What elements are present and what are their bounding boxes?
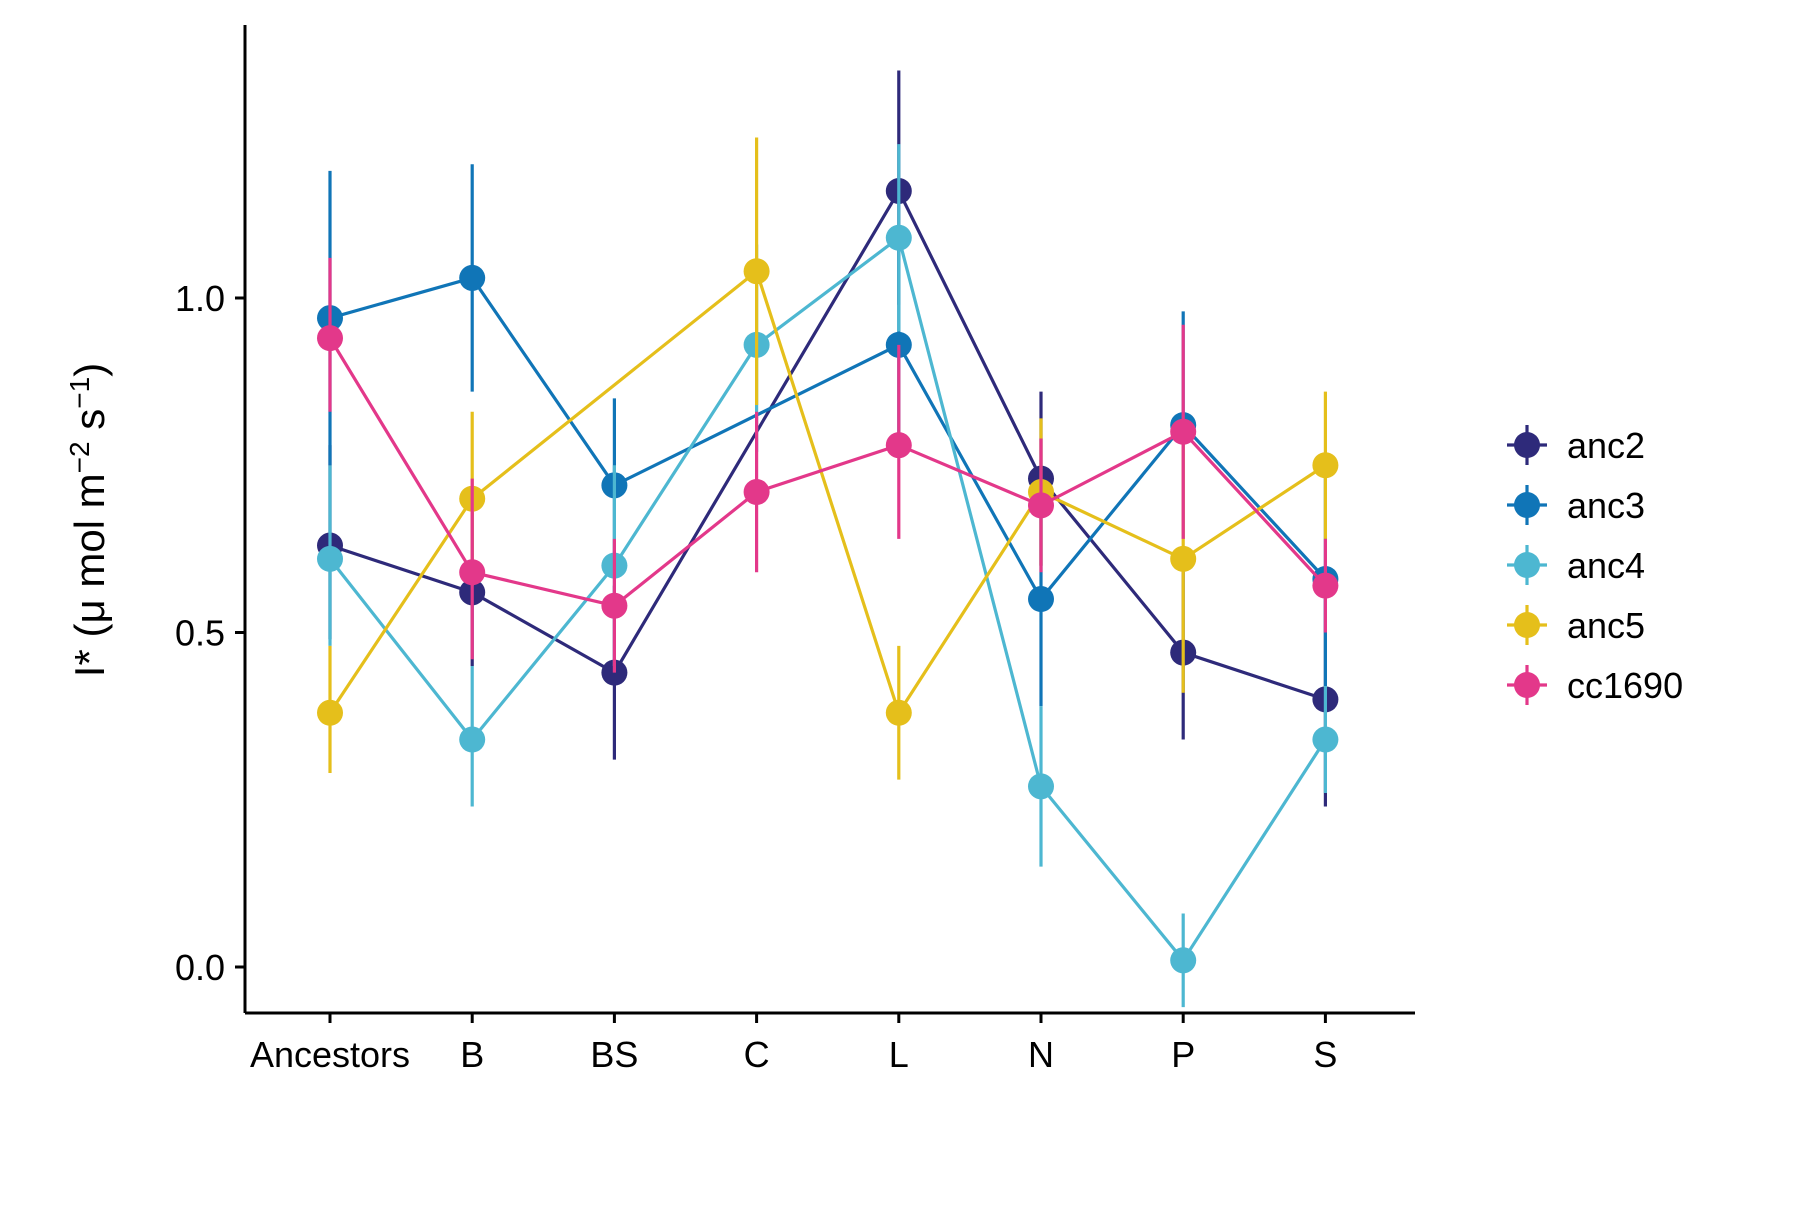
data-point-anc5-Ancestors — [317, 699, 343, 726]
legend-item-anc2: anc2 — [1507, 425, 1645, 466]
x-tick-label: B — [460, 1034, 484, 1075]
legend-marker — [1514, 672, 1540, 698]
legend-label: cc1690 — [1567, 665, 1683, 706]
series-cc1690 — [317, 257, 1339, 673]
data-point-cc1690-BS — [601, 592, 628, 619]
y-axis-title-superscript: −2 — [64, 441, 95, 473]
x-tick-label: S — [1313, 1034, 1337, 1075]
x-tick-label: P — [1171, 1034, 1195, 1075]
y-tick-label: 1.0 — [175, 278, 225, 319]
data-point-cc1690-Ancestors — [317, 325, 343, 352]
x-tick-label: BS — [590, 1034, 638, 1075]
axes-layer: 0.0 0.5 1.0 Ancestors B BS C L N P S — [175, 25, 1415, 1075]
y-axis-title-part: s — [66, 409, 113, 442]
legend-label: anc4 — [1567, 545, 1645, 586]
data-point-anc4-B — [459, 726, 486, 753]
y-axis-title-part: mol m — [66, 473, 113, 599]
series-line-cc1690 — [328, 337, 1327, 608]
data-point-cc1690-L — [885, 432, 912, 459]
data-point-anc5-C — [743, 258, 770, 285]
legend-marker — [1514, 612, 1540, 638]
legend-marker — [1514, 552, 1540, 578]
data-point-cc1690-S — [1312, 572, 1339, 599]
series-anc4 — [317, 144, 1339, 1008]
data-point-anc5-P — [1170, 545, 1197, 572]
series-layer — [317, 70, 1339, 1008]
data-point-anc4-P — [1170, 947, 1197, 974]
legend-label: anc5 — [1567, 605, 1645, 646]
y-axis-title-part: I* ( — [66, 624, 113, 678]
data-point-anc3-B — [459, 264, 486, 291]
data-point-cc1690-P — [1170, 418, 1197, 445]
legend-item-cc1690: cc1690 — [1507, 665, 1683, 706]
x-tick-label: N — [1028, 1034, 1054, 1075]
series-anc5 — [317, 137, 1339, 780]
data-point-cc1690-N — [1028, 492, 1054, 519]
legend-label: anc3 — [1567, 485, 1645, 526]
legend-item-anc3: anc3 — [1507, 485, 1645, 526]
y-axis-title: I* (μ mol m−2 s−1) — [64, 363, 114, 677]
data-point-cc1690-B — [459, 559, 486, 586]
data-point-anc4-L — [885, 224, 912, 251]
data-point-anc4-Ancestors — [317, 545, 343, 572]
series-line-anc4 — [328, 236, 1327, 962]
x-tick-label: C — [744, 1034, 770, 1075]
legend-item-anc4: anc4 — [1507, 545, 1645, 586]
data-point-anc4-S — [1312, 726, 1339, 753]
data-point-anc4-N — [1028, 773, 1054, 800]
y-tick-label: 0.0 — [175, 947, 225, 988]
legend-item-anc5: anc5 — [1507, 605, 1645, 646]
legend-label: anc2 — [1567, 425, 1645, 466]
y-tick-label: 0.5 — [175, 613, 225, 654]
y-axis-title-superscript: −1 — [64, 377, 95, 409]
legend-marker — [1514, 492, 1540, 518]
y-axis-title-part: μ — [66, 599, 113, 623]
data-point-anc5-L — [885, 699, 912, 726]
data-point-anc5-S — [1312, 452, 1339, 479]
legend: anc2 anc3 anc4 anc5 cc1690 — [1507, 425, 1683, 706]
y-axis-title-part: ) — [66, 363, 113, 377]
data-point-cc1690-C — [743, 479, 770, 506]
x-tick-label: L — [889, 1034, 909, 1075]
data-point-anc3-N — [1028, 586, 1054, 613]
legend-marker — [1514, 432, 1540, 458]
x-tick-label: Ancestors — [250, 1034, 410, 1075]
